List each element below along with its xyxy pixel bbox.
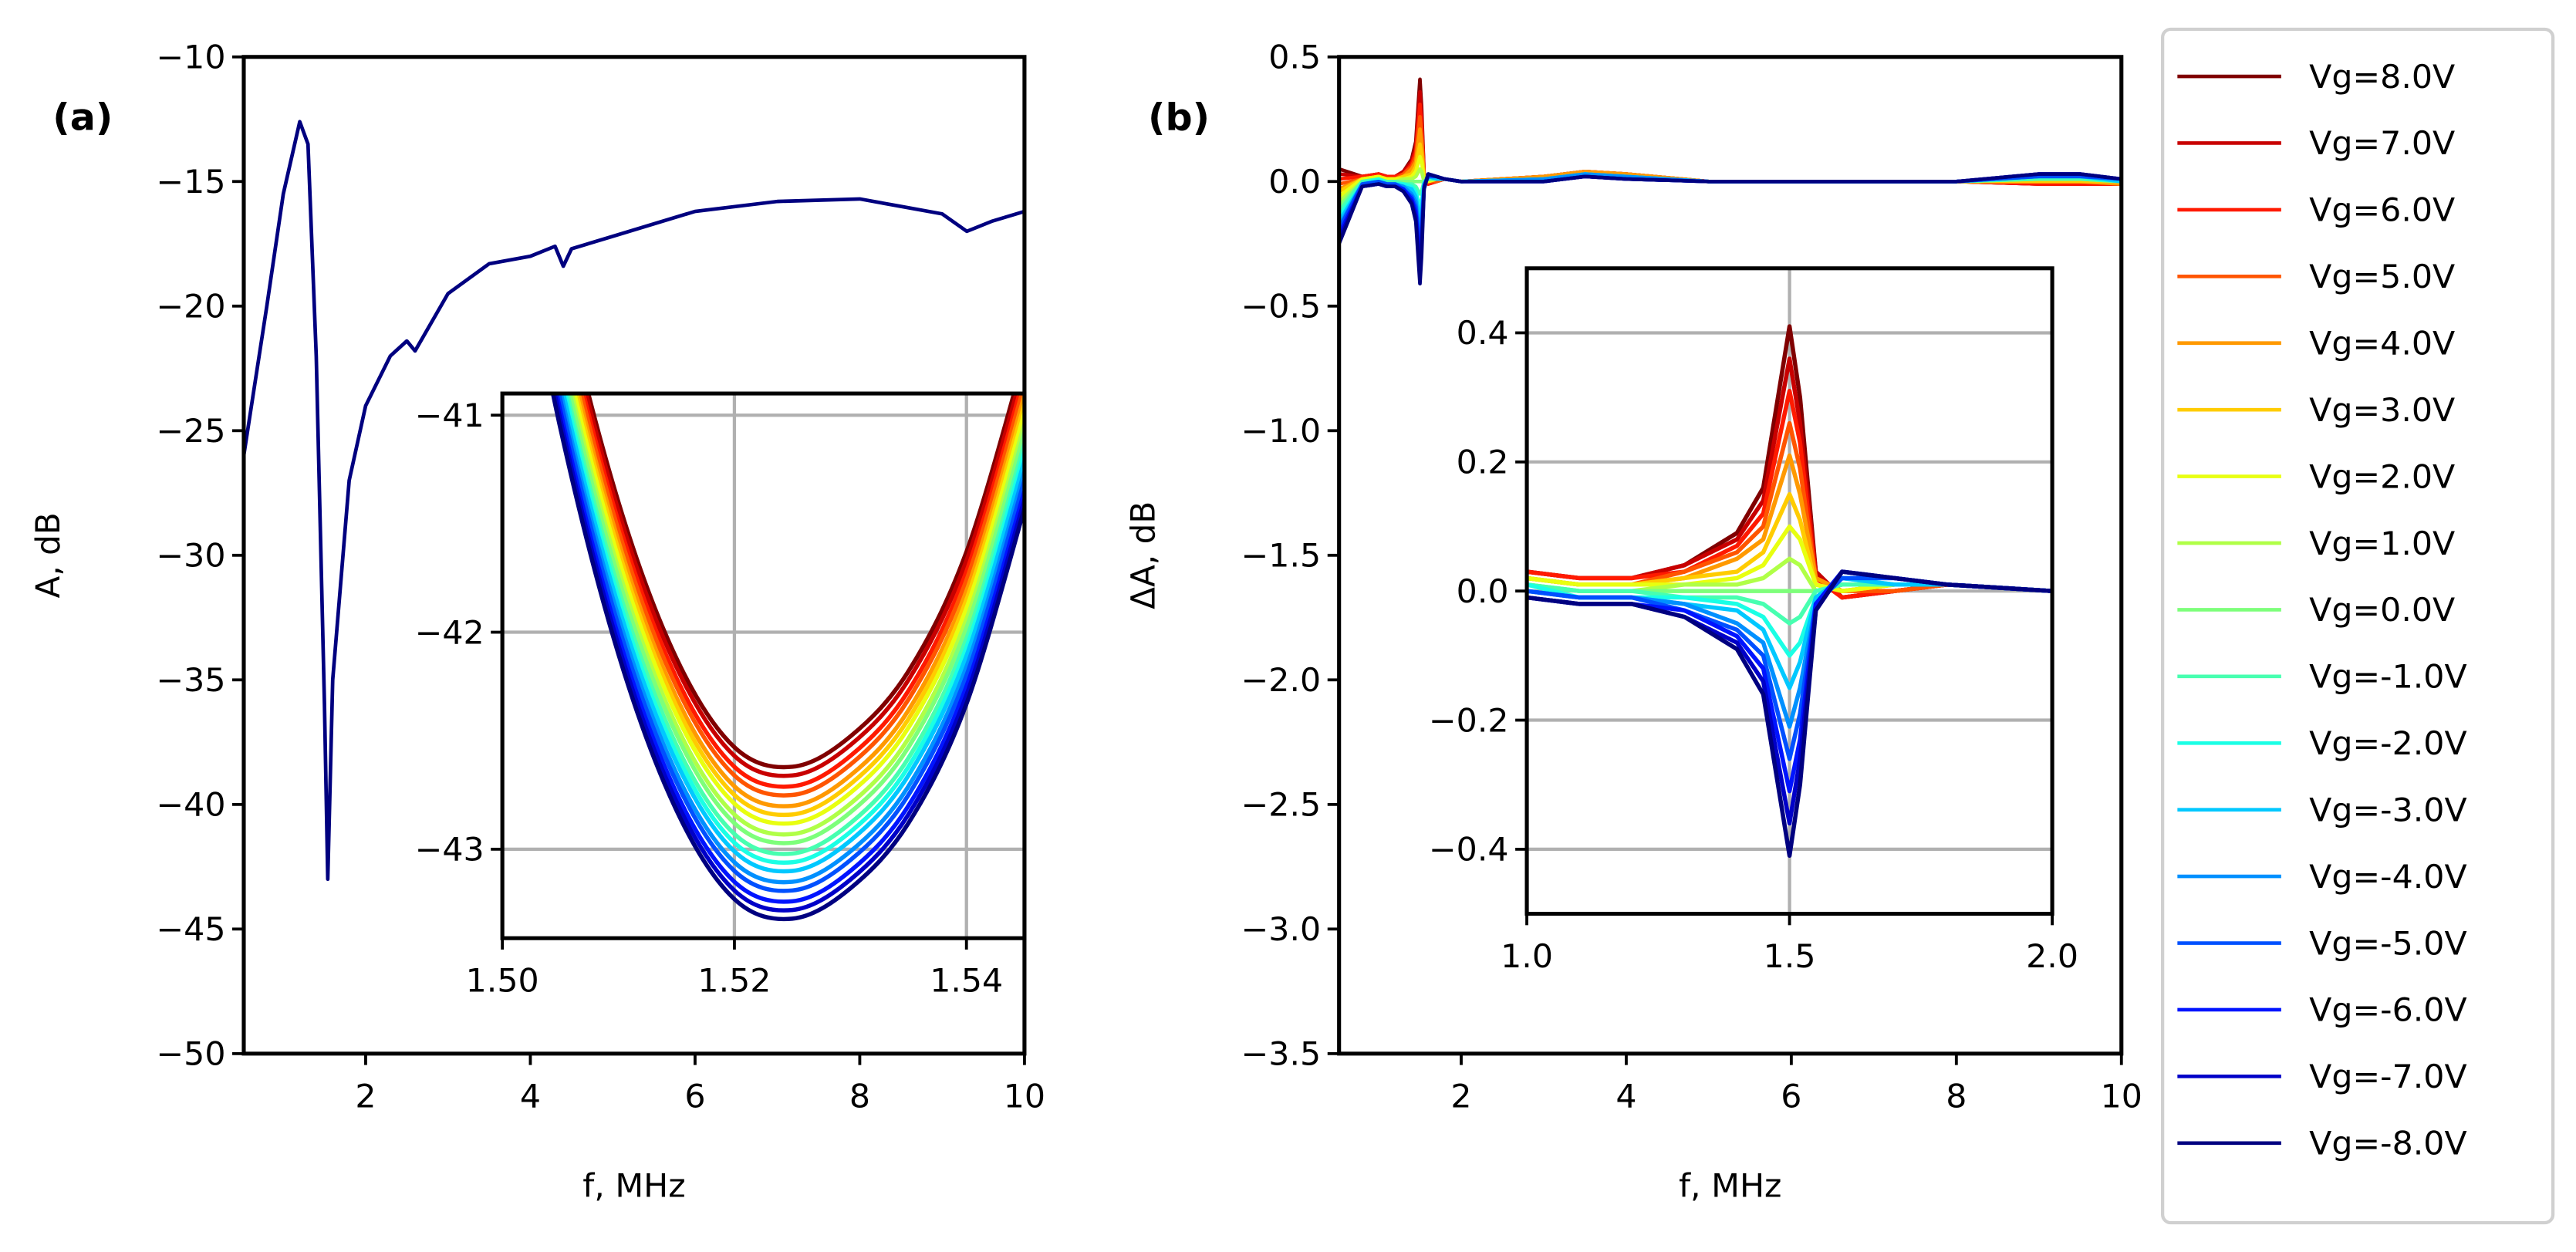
y-tick-label: −50 [156, 1036, 225, 1074]
y-tick-label: 0.2 [1457, 444, 1509, 482]
legend-label: Vg=2.0V [2309, 459, 2455, 497]
series-line [583, 393, 1019, 778]
x-tick-label: 1.50 [466, 963, 539, 1001]
legend-label: Vg=1.0V [2309, 525, 2455, 563]
legend-label: Vg=4.0V [2309, 326, 2455, 363]
series-line [569, 393, 1025, 837]
y-tick-label: −41 [415, 397, 484, 435]
legend-label: Vg=7.0V [2309, 125, 2455, 163]
y-tick-label: 0.0 [1268, 164, 1321, 201]
legend-label: Vg=5.0V [2309, 258, 2455, 296]
legend-label: Vg=-1.0V [2309, 659, 2467, 697]
legend-label: Vg=0.0V [2309, 592, 2455, 629]
legend-label: Vg=-5.0V [2309, 926, 2467, 963]
x-tick-label: 8 [849, 1078, 870, 1116]
series-line [1527, 569, 2053, 859]
series-line [562, 393, 1025, 865]
x-tick-label: 6 [684, 1078, 705, 1116]
y-tick-label: 0.4 [1457, 315, 1509, 353]
y-tick-label: −0.5 [1241, 289, 1322, 326]
plot-area [1339, 77, 2122, 286]
series-line [1339, 172, 2122, 286]
legend-label: Vg=-7.0V [2309, 1058, 2467, 1096]
x-tick-label: 1.52 [697, 963, 771, 1001]
series-line [574, 393, 1025, 818]
series-line [556, 393, 1025, 893]
y-tick-label: −3.0 [1241, 911, 1322, 949]
x-tick-label: 6 [1781, 1078, 1801, 1116]
x-tick-label: 8 [1946, 1078, 1967, 1116]
series-line [243, 120, 1025, 882]
legend-label: Vg=-6.0V [2309, 992, 2467, 1030]
series-line [576, 393, 1025, 808]
y-tick-label: −1.0 [1241, 413, 1322, 451]
y-tick-label: −43 [415, 832, 484, 869]
y-tick-label: −42 [415, 615, 484, 653]
y-tick-label: −10 [156, 39, 225, 77]
series-line [561, 393, 1025, 874]
x-tick-label: 1.0 [1501, 938, 1553, 976]
y-tick-label: −30 [156, 538, 225, 575]
y-tick-label: −2.5 [1241, 787, 1322, 825]
y-tick-label: −0.2 [1429, 703, 1509, 741]
y-tick-label: −15 [156, 164, 225, 201]
y-tick-label: −2.0 [1241, 662, 1322, 700]
legend-label: Vg=6.0V [2309, 192, 2455, 230]
legend: Vg=8.0V Vg=7.0V Vg=6.0V Vg=5.0V Vg=4.0V Vg=3.… [2161, 27, 2555, 1225]
panel-label: (b) [1148, 96, 1210, 140]
panel-label: (a) [52, 96, 113, 140]
legend-frame [2161, 27, 2555, 1225]
legend-label: Vg=-3.0V [2309, 792, 2467, 830]
legend-label: Vg=-8.0V [2309, 1125, 2467, 1163]
x-tick-label: 2 [355, 1078, 376, 1116]
x-tick-label: 2.0 [2026, 938, 2078, 976]
y-tick-label: −20 [156, 289, 225, 326]
y-tick-label: −25 [156, 413, 225, 451]
x-tick-label: 1.54 [930, 963, 1003, 1001]
axes: 1.50 1.52 1.54 −41 −42 −43 [415, 391, 1027, 1001]
legend-label: Vg=-4.0V [2309, 859, 2467, 896]
y-tick-label: −45 [156, 911, 225, 949]
y-tick-label: −1.5 [1241, 538, 1322, 575]
axes: 1.0 1.5 2.0 0.4 0.2 0.0 −0.2 −0.4 [1429, 266, 2078, 976]
x-axis-label: f, MHz [582, 1168, 685, 1206]
series-line [550, 393, 1025, 922]
plot-area [1527, 268, 2053, 914]
plot-area [243, 120, 1025, 882]
series-line [567, 393, 1025, 845]
y-tick-label: 0.5 [1268, 39, 1321, 77]
y-axis-label: A, dB [30, 512, 68, 598]
y-tick-label: −35 [156, 662, 225, 700]
y-tick-label: 0.0 [1457, 573, 1509, 611]
series-line [586, 393, 1017, 770]
y-axis-label: ΔA, dB [1125, 501, 1163, 609]
x-tick-label: 4 [520, 1078, 541, 1116]
series-line [572, 393, 1025, 826]
series-line [565, 393, 1025, 856]
y-tick-label: −3.5 [1241, 1036, 1322, 1074]
legend-label: Vg=8.0V [2309, 59, 2455, 96]
x-axis-label: f, MHz [1679, 1168, 1781, 1206]
x-tick-label: 4 [1615, 1078, 1636, 1116]
x-tick-label: 10 [2101, 1078, 2142, 1116]
legend-label: Vg=-2.0V [2309, 725, 2467, 763]
x-tick-label: 10 [1004, 1078, 1045, 1116]
legend-label: Vg=3.0V [2309, 392, 2455, 430]
y-tick-label: −40 [156, 787, 225, 825]
series-line [581, 393, 1022, 789]
y-tick-label: −0.4 [1429, 832, 1509, 869]
x-tick-label: 2 [1450, 1078, 1471, 1116]
axes-frame [500, 391, 1027, 940]
series-line [579, 393, 1025, 798]
x-tick-label: 1.5 [1764, 938, 1816, 976]
plot-area [502, 393, 1025, 939]
